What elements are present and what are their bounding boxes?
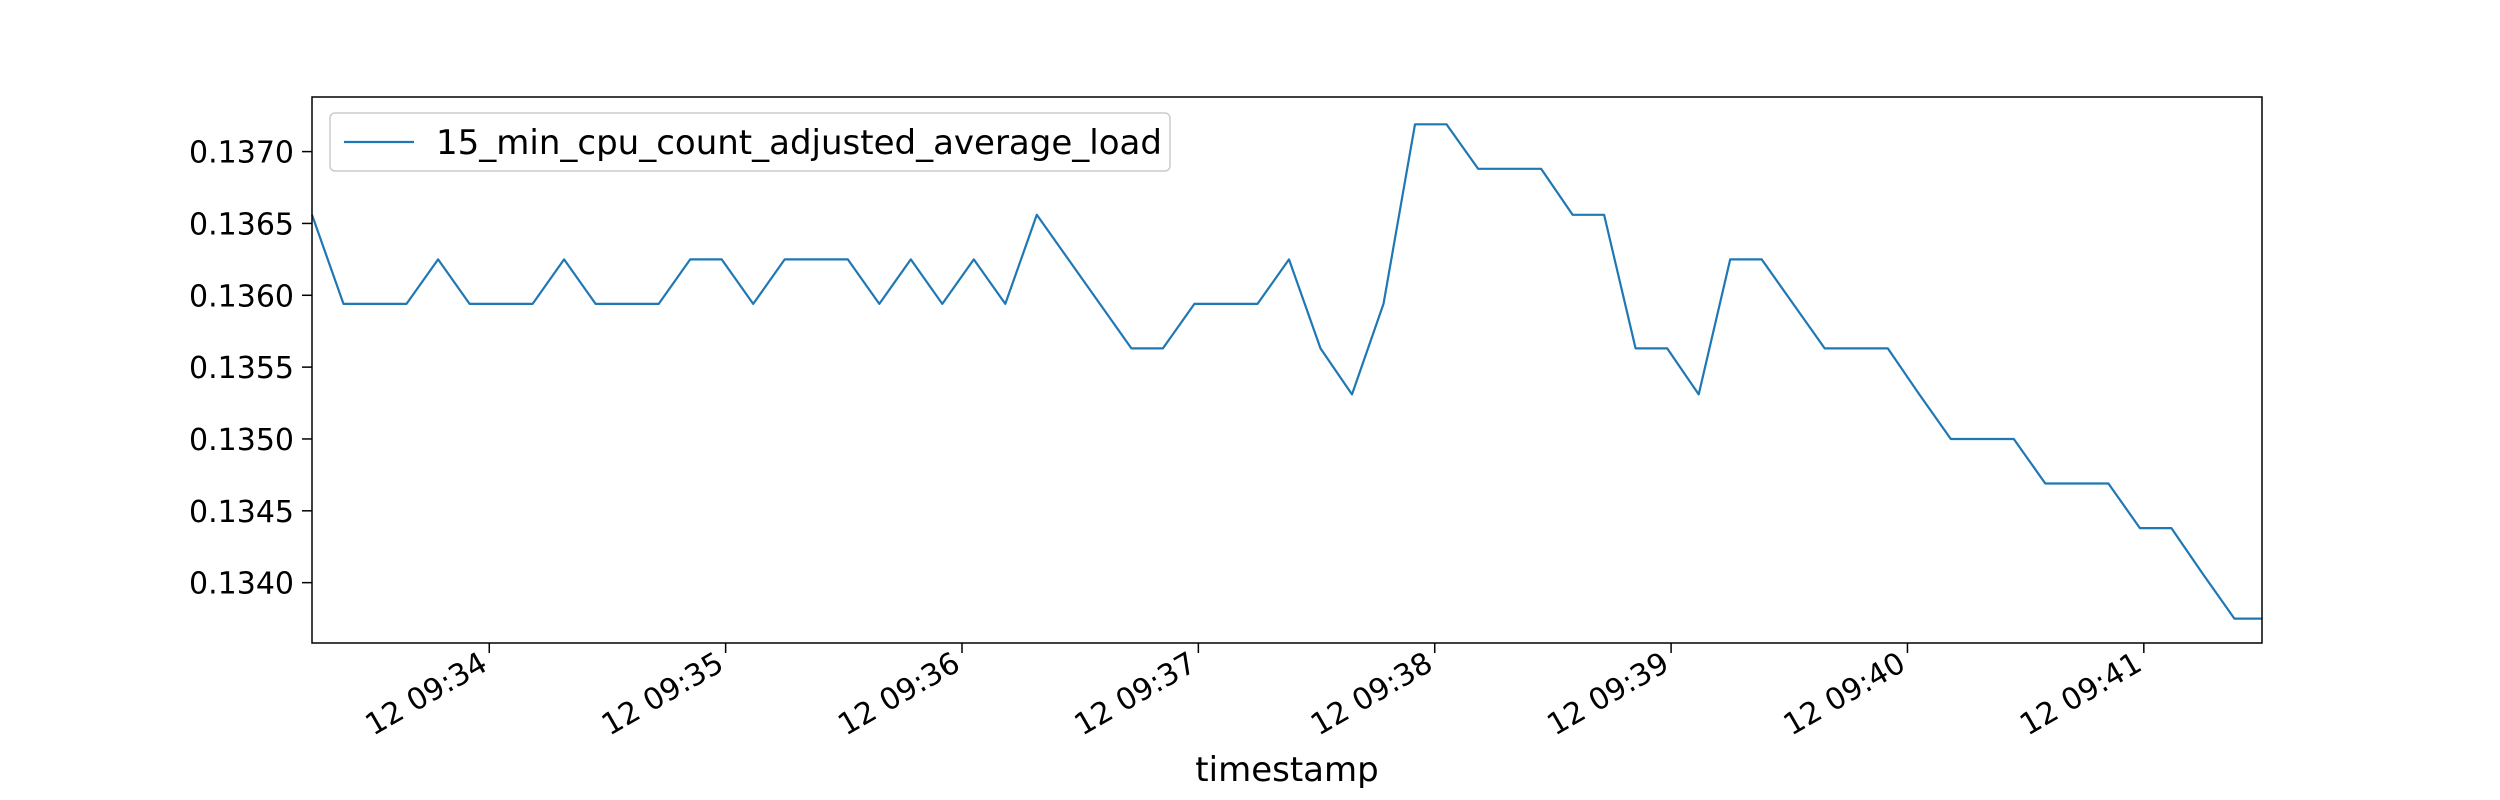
x-tick-label: 12 09:41 (2014, 646, 2148, 743)
x-tick-label: 12 09:34 (360, 646, 494, 743)
x-tick-label: 12 09:36 (832, 646, 966, 743)
y-tick-label: 0.1360 (189, 279, 294, 314)
y-tick-label: 0.1340 (189, 567, 294, 602)
legend: 15_min_cpu_count_adjusted_average_load (329, 112, 1171, 172)
x-tick-label: 12 09:35 (596, 646, 730, 743)
y-tick-label: 0.1350 (189, 423, 294, 458)
y-tick-label: 0.1365 (189, 207, 294, 242)
x-tick-label: 12 09:39 (1541, 646, 1675, 743)
y-axis: 0.1340 0.1345 0.1350 0.1355 0.1360 0.1365 0.13… (189, 136, 312, 602)
x-tick-label: 12 09:37 (1069, 646, 1203, 743)
x-axis: 12 09:34 12 09:35 12 09:36 12 09:37 12 09:38… (360, 643, 2148, 743)
y-tick-label: 0.1355 (189, 351, 294, 386)
x-tick-label: 12 09:38 (1305, 646, 1439, 743)
x-axis-label: timestamp (1195, 750, 1378, 790)
plot-background (312, 97, 2262, 643)
y-tick-label: 0.1370 (189, 136, 294, 171)
plot-frame (311, 96, 2263, 644)
x-tick-label: 12 09:40 (1778, 646, 1912, 743)
series-line (310, 123, 2262, 620)
legend-box (329, 112, 1171, 172)
legend-label: 15_min_cpu_count_adjusted_average_load (436, 123, 1162, 163)
y-tick-label: 0.1345 (189, 495, 294, 530)
